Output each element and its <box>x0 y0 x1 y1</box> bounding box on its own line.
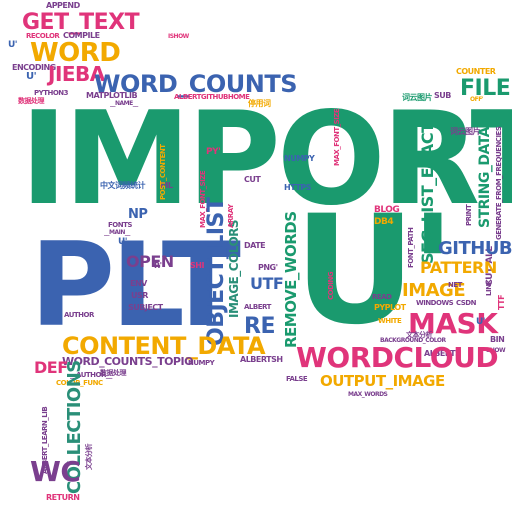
word-cjk-7: 词云图片 <box>450 127 481 136</box>
word-read: READ <box>372 293 392 301</box>
word-sub: SUB <box>434 91 451 100</box>
word-compile: COMPILE <box>63 31 100 40</box>
word-print: PRINT <box>465 204 473 226</box>
word-u-small-1: U' <box>8 40 18 50</box>
word-cjk-5: 数据处理 <box>18 97 45 105</box>
word-jieba: JIEBA <box>48 62 105 86</box>
word-coding: CODING <box>327 271 335 300</box>
word-python3: PYTHON3 <box>34 89 69 97</box>
word-false: FALSE <box>286 375 308 383</box>
word-off: OFF' <box>470 96 484 103</box>
word-cjk-3: 文本分析 <box>85 444 93 470</box>
word-ishow: ISHOW <box>168 33 189 40</box>
word-r-small: R' <box>154 261 162 270</box>
word-plt: PLT <box>30 218 241 353</box>
word-max-font-size: MAX_FONT_SIZE <box>333 108 341 166</box>
word-main: __MAIN__ <box>104 229 130 236</box>
word-pil: PIL <box>160 181 173 190</box>
word-cjk-4: 中文词频统计 <box>100 181 146 190</box>
word-subject: SUBJECT <box>128 303 163 312</box>
word-return: RETURN <box>46 493 80 502</box>
word-re: RE <box>244 314 275 339</box>
word-white: WHITE <box>378 317 402 325</box>
word-cjk-8: 文本分析 <box>406 331 433 339</box>
word-u-small-4: U' <box>476 317 486 327</box>
word-https: HTTPS <box>284 183 311 192</box>
word-u-small-2: U' <box>26 71 37 82</box>
word-albertsh: ALBERTSH <box>240 355 283 364</box>
word-cjk-6: 数据处理 <box>100 369 127 377</box>
word-color-func: COLOR_FUNC <box>56 379 103 387</box>
word-cut: CUT <box>244 175 261 184</box>
word-windows: WINDOWS <box>416 299 454 307</box>
word-numpy: NUMPY <box>284 154 315 163</box>
word-def: DEF <box>34 358 68 377</box>
word-word-counts-topio: WORD_COUNTS_TOPIO <box>62 355 193 368</box>
word-u-big: U' <box>294 184 456 358</box>
word-show: SHOW <box>486 347 506 354</box>
word-get-text: GET_TEXT <box>22 10 140 35</box>
word-usr: USR <box>131 291 148 300</box>
word-open: OPEN <box>126 252 174 271</box>
word-net: NET <box>448 281 462 289</box>
word-blog: BLOG <box>374 205 400 215</box>
word-author-2: __AUTHOR__ <box>70 371 112 379</box>
word-u-small-3: U' <box>118 237 128 247</box>
word-mask: MASK <box>408 307 498 340</box>
word-recolor: RECOLOR <box>26 32 60 40</box>
word-word: WORD <box>30 38 121 68</box>
word-cjk-2: 词云图片 <box>402 93 433 102</box>
word-counter: COUNTER <box>456 67 496 76</box>
word-csdn: CSDN <box>456 299 476 307</box>
word-content-data: CONTENT_DATA <box>62 332 266 360</box>
word-author: AUTHOR <box>64 311 94 319</box>
word-alberts: ALBERTS <box>424 349 461 358</box>
word-albertgithubhome: ALBERTGITHUBHOME <box>174 93 250 101</box>
word-post-content: POST_CONTENT <box>159 144 167 200</box>
word-py: PY' <box>206 147 221 157</box>
word-cjk-1: 停用词 <box>248 99 271 108</box>
word-max-words: MAX_WORDS <box>348 391 388 398</box>
word-wordcloud: WORDCLOUD <box>296 341 499 374</box>
word-db4: DB4 <box>374 217 394 227</box>
word-utf: UTF <box>250 274 284 293</box>
word-wc: WC <box>30 455 81 488</box>
word-albert: ALBERT <box>244 303 271 311</box>
word-background-color: BACKGROUND_COLOR <box>380 337 446 344</box>
word-object-list: OBJECT_LIST <box>204 197 229 346</box>
word-output-image: OUTPUT_IMAGE <box>320 372 445 390</box>
word-image: IMAGE <box>402 280 466 301</box>
word-array: ARRAY <box>227 204 235 228</box>
word-pyplot: PYPLOT <box>374 303 406 312</box>
word-env: ENV <box>130 279 147 288</box>
word-bin: BIN <box>490 335 505 344</box>
word-ttf: TTF <box>497 294 506 310</box>
word-matplotlib: MATPLOTLIB <box>86 91 138 100</box>
word-fonts: FONTS <box>108 221 132 229</box>
word-shi: SHI <box>190 261 204 270</box>
word-generate: GENERATE_FROM_FREQUENCIES <box>495 126 503 240</box>
word-name: __NAME__ <box>110 100 138 107</box>
word-numpy-2: NUMPY <box>188 359 215 367</box>
word-file: FILE <box>460 76 511 101</box>
word-date: DATE <box>244 241 266 250</box>
word-link: LINK <box>485 279 493 296</box>
word-encoding: ENCODING <box>12 63 56 72</box>
word-github: GITHUB <box>438 238 512 259</box>
word-max-font-size-2: MAX_FONT_SIZE <box>199 170 207 228</box>
word-import: IMPORT <box>20 85 512 234</box>
word-string-data: STRING_DATA <box>477 127 493 228</box>
word-remove-words: REMOVE_WORDS <box>282 211 300 348</box>
word-seg-list-exact: SEG_LIST_EXACT <box>418 122 437 264</box>
word-font-path: FONT_PATH <box>407 227 415 268</box>
word-png: PNG' <box>258 263 278 272</box>
word-np: NP <box>128 207 148 222</box>
word-append: APPEND <box>46 1 80 10</box>
word-image-colors: IMAGE_COLORS <box>227 219 241 318</box>
word-word-counts: WORD_COUNTS <box>94 70 298 98</box>
word-pattern: PATTERN <box>420 258 497 277</box>
